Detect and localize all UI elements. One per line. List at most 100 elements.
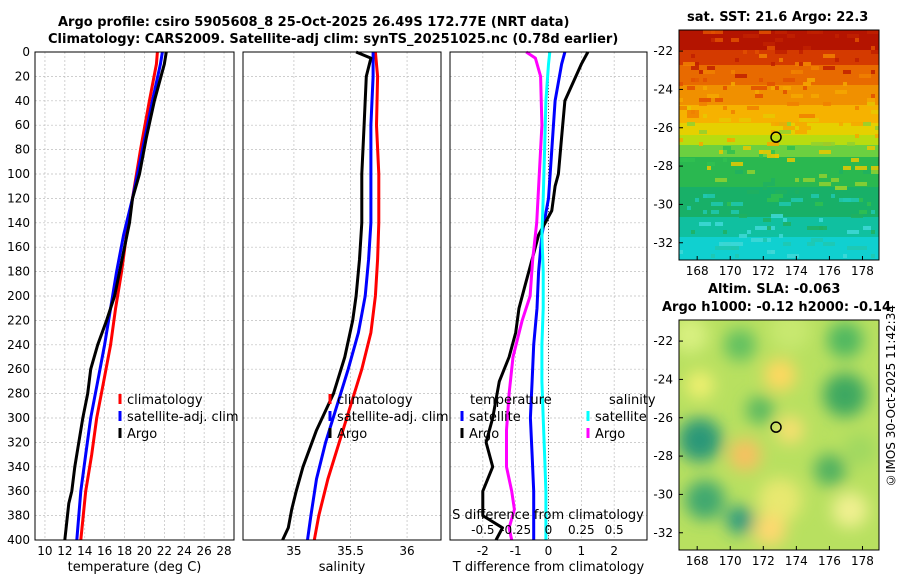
- legend-label: climatology: [337, 393, 413, 408]
- x-tick-label: 0: [545, 544, 553, 558]
- sst-pixel: [731, 246, 735, 250]
- sst-pixel: [691, 54, 695, 58]
- sst-pixel: [755, 90, 759, 94]
- sst-pixel: [783, 222, 791, 226]
- series-line-temperature-satellite: [528, 51, 567, 540]
- sst-pixel: [867, 30, 871, 34]
- sst-pixel: [731, 242, 743, 246]
- series-line-climatology: [79, 51, 159, 541]
- sst-pixel: [851, 214, 863, 218]
- sst-pixel: [835, 34, 839, 38]
- sst-pixel: [871, 170, 879, 174]
- sst-pixel: [703, 114, 707, 118]
- sst-pixel: [871, 254, 875, 258]
- sla-blob: [814, 454, 846, 486]
- sst-pixel: [703, 70, 715, 74]
- y-tick-label: 80: [15, 143, 30, 157]
- sst-pixel: [823, 242, 835, 246]
- sst-pixel: [855, 134, 859, 138]
- sla-blob: [776, 416, 804, 444]
- sst-pixel: [699, 98, 711, 102]
- sst-pixel: [835, 58, 839, 62]
- sla-blob: [827, 322, 863, 358]
- sst-pixel: [871, 94, 875, 98]
- sst-pixel: [687, 86, 695, 90]
- y-tick-label: 220: [7, 313, 30, 327]
- sla-map-title: Altim. SLA: -0.063: [708, 282, 841, 297]
- sst-pixel: [835, 90, 847, 94]
- sst-pixel: [807, 30, 811, 34]
- x-tick-label: 12: [57, 544, 72, 558]
- x-axis-label: T difference from climatology: [452, 560, 645, 575]
- sst-band: [679, 50, 879, 65]
- sst-pixel: [747, 106, 759, 110]
- map-y-tick-label: -32: [653, 236, 673, 250]
- sst-pixel: [699, 142, 703, 146]
- sst-pixel: [811, 94, 819, 98]
- sst-map-title: sat. SST: 21.6 Argo: 22.3: [687, 10, 869, 25]
- sst-band: [679, 85, 879, 105]
- sst-pixel: [715, 178, 727, 182]
- sst-pixel: [807, 46, 811, 50]
- series-line-argo: [281, 50, 373, 541]
- map-y-tick-label: -26: [653, 411, 673, 425]
- argo-float-marker: [770, 421, 782, 433]
- sst-pixel: [803, 178, 815, 182]
- sst-pixel: [699, 102, 707, 106]
- sst-pixel: [799, 126, 811, 130]
- sst-pixel: [687, 206, 691, 210]
- sst-pixel: [727, 150, 735, 154]
- sst-pixel: [679, 138, 683, 142]
- sst-pixel: [679, 106, 687, 110]
- map-frame: [678, 29, 880, 261]
- sst-pixel: [839, 122, 843, 126]
- sst-pixel: [795, 178, 799, 182]
- y-tick-label: 120: [7, 191, 30, 205]
- sst-pixel: [683, 62, 695, 66]
- sst-pixel: [775, 30, 787, 34]
- map-y-tick-label: -26: [653, 121, 673, 135]
- sst-pixel: [807, 242, 815, 246]
- sst-pixel: [787, 34, 795, 38]
- sst-pixel: [851, 122, 863, 126]
- sst-pixel: [819, 218, 823, 222]
- sla-blob: [844, 434, 876, 466]
- sst-pixel: [823, 102, 831, 106]
- sst-pixel: [699, 222, 711, 226]
- sst-pixel: [819, 150, 831, 154]
- legend-label: Argo: [595, 427, 625, 442]
- sst-pixel: [855, 246, 867, 250]
- series-line-temperature-argo: [481, 51, 590, 541]
- sst-pixel: [767, 46, 775, 50]
- sst-pixel: [819, 30, 823, 34]
- x-tick-label: -2: [477, 544, 489, 558]
- title-line-1: Argo profile: csiro 5905608_8 25-Oct-202…: [58, 15, 570, 30]
- sst-pixel: [787, 146, 795, 150]
- sst-pixel: [719, 150, 723, 154]
- legend-label: satellite-adj. clim: [127, 410, 239, 425]
- sst-pixel: [759, 30, 771, 34]
- sst-pixel: [771, 62, 775, 66]
- map-y-tick-label: -24: [653, 82, 673, 96]
- map-x-tick-label: 178: [851, 554, 874, 568]
- map-x-tick-label: 172: [752, 264, 775, 278]
- sst-pixel: [687, 114, 699, 118]
- legend-label: climatology: [127, 393, 203, 408]
- sst-pixel: [707, 166, 711, 170]
- sst-band: [679, 217, 879, 237]
- sst-pixel: [871, 70, 875, 74]
- series-line-satellite-adj-clim: [75, 51, 164, 541]
- sst-pixel: [847, 142, 855, 146]
- sst-pixel: [859, 74, 871, 78]
- sst-pixel: [731, 202, 743, 206]
- sst-pixel: [715, 222, 723, 226]
- sst-pixel: [771, 178, 775, 182]
- sla-blob: [746, 396, 774, 424]
- y-tick-label: 40: [15, 94, 30, 108]
- legend-label: satellite: [595, 410, 647, 425]
- sst-pixel: [719, 118, 731, 122]
- sst-pixel: [859, 210, 867, 214]
- y-tick-label: 280: [7, 387, 30, 401]
- legend-title-salinity: salinity: [609, 393, 656, 408]
